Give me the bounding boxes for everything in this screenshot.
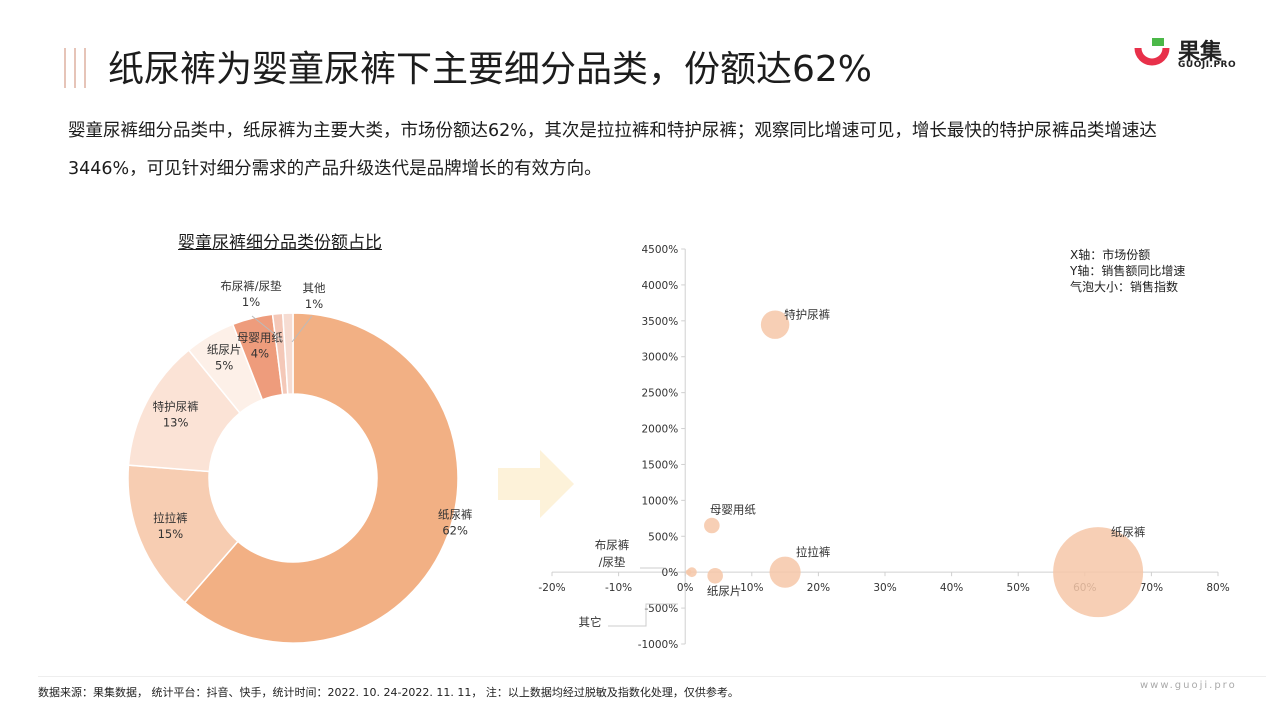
bubble-point-label: /尿垫	[599, 555, 626, 569]
donut-category-label: 布尿裤/尿垫	[220, 279, 282, 293]
bubble-point-label: 特护尿裤	[784, 308, 830, 322]
y-tick-label: 2000%	[641, 424, 678, 436]
legend-note-x: X轴：市场份额	[1070, 248, 1151, 262]
donut-value-label: 62%	[442, 523, 468, 537]
donut-category-label: 纸尿裤	[438, 507, 473, 521]
donut-value-label: 15%	[158, 527, 184, 541]
x-tick-label: 20%	[807, 582, 830, 594]
donut-slice-0	[183, 312, 459, 644]
donut-chart: 纸尿裤 62% 拉拉裤 15% 特护尿裤 13% 纸尿片 5% 母婴用纸 4% 布尿裤/尿垫 1% 其他…	[127, 279, 473, 644]
y-tick-label: 2500%	[641, 388, 678, 400]
legend-note-size: 气泡大小：销售指数	[1070, 280, 1179, 294]
y-tick-label: 3500%	[641, 316, 678, 328]
x-tick-label: 10%	[740, 582, 763, 594]
bubble-point	[769, 556, 801, 588]
y-tick-label: 1500%	[641, 459, 678, 471]
x-tick-label: 40%	[940, 582, 963, 594]
arrow-graphic	[498, 450, 574, 518]
donut-category-label: 母婴用纸	[237, 331, 283, 345]
bubble-point-label: 其它	[579, 615, 602, 629]
footer-site: www.guoji.pro	[1140, 680, 1237, 691]
bubble-point-label: 纸尿裤	[1111, 525, 1146, 539]
bubble-point	[707, 567, 723, 584]
bubble-point	[685, 569, 692, 576]
y-tick-label: 4000%	[641, 280, 678, 292]
donut-category-label: 纸尿片	[207, 343, 242, 357]
y-tick-label: 0%	[662, 567, 679, 579]
donut-leader-line-5	[251, 315, 283, 341]
footer-divider	[38, 676, 1266, 677]
bubble-legend-note: X轴：市场份额 Y轴：销售额同比增速 气泡大小：销售指数	[1070, 247, 1185, 295]
donut-value-label: 5%	[215, 359, 233, 373]
bubble-point-label: 纸尿片	[707, 584, 742, 598]
logo-subtitle: GUOJI.PRO	[1178, 60, 1237, 70]
y-tick-label: 4500%	[641, 244, 678, 256]
bubble-point-label: 母婴用纸	[710, 503, 756, 517]
donut-value-label: 1%	[242, 295, 260, 309]
legend-note-y: Y轴：销售额同比增速	[1070, 264, 1186, 278]
brand-logo: 果集 GUOJI.PRO	[1132, 34, 1262, 74]
bubble-chart: -1000% -500% 0% 500% 1000% 1500% 2000% 2500% 300…	[538, 244, 1229, 651]
y-tick-label: -500%	[644, 603, 678, 615]
x-tick-label: -10%	[605, 582, 632, 594]
x-tick-label: -20%	[538, 582, 565, 594]
title-accent-bars	[64, 48, 86, 88]
logo-mark-icon	[1134, 38, 1170, 66]
x-tick-label: 70%	[1140, 582, 1163, 594]
logo-name: 果集	[1178, 40, 1223, 65]
bubble-point	[704, 517, 720, 534]
donut-category-label: 其他	[303, 281, 326, 295]
donut-value-label: 4%	[251, 347, 269, 361]
x-tick-label: 80%	[1206, 582, 1229, 594]
y-tick-label: 1000%	[641, 495, 678, 507]
y-tick-label: 500%	[648, 531, 678, 543]
donut-category-label: 特护尿裤	[153, 400, 199, 414]
x-tick-label: 50%	[1007, 582, 1030, 594]
donut-value-label: 13%	[163, 416, 189, 430]
bubble-point	[1053, 527, 1144, 618]
donut-leader-line-6	[291, 315, 313, 343]
bubble-point-label: 拉拉裤	[796, 545, 831, 559]
footer-source: 数据来源：果集数据， 统计平台：抖音、快手，统计时间：2022. 10. 24-…	[38, 686, 739, 699]
donut-value-label: 1%	[305, 297, 323, 311]
x-tick-label: 0%	[677, 582, 694, 594]
bubble-point-label: 布尿裤	[595, 538, 630, 552]
donut-slice-6	[281, 312, 294, 395]
donut-chart-title: 婴童尿裤细分品类份额占比	[178, 233, 382, 253]
bubble-point	[760, 310, 790, 339]
page-description: 婴童尿裤细分品类中，纸尿裤为主要大类，市场份额达62%，其次是拉拉裤和特护尿裤；…	[68, 121, 1157, 179]
page-title: 纸尿裤为婴童尿裤下主要细分品类，份额达62%	[108, 49, 873, 90]
bubble-leader-line	[608, 603, 678, 627]
y-tick-label: -1000%	[638, 639, 679, 651]
donut-category-label: 拉拉裤	[153, 511, 188, 525]
y-tick-label: 3000%	[641, 352, 678, 364]
x-tick-label: 30%	[873, 582, 896, 594]
